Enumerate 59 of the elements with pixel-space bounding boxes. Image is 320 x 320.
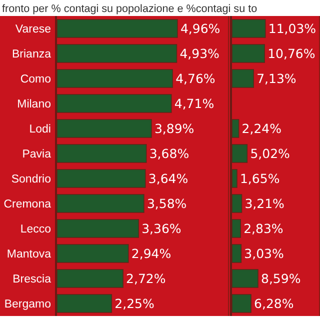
bar bbox=[57, 194, 144, 213]
data-label: 4,71% bbox=[174, 96, 214, 111]
bar bbox=[57, 69, 173, 88]
data-label: 10,76% bbox=[268, 46, 316, 61]
bar bbox=[232, 269, 258, 288]
bar bbox=[232, 119, 240, 138]
bar bbox=[232, 294, 252, 313]
y-tick-label: Mantova bbox=[6, 248, 52, 261]
data-label: 8,59% bbox=[261, 270, 301, 286]
data-label: 2,24% bbox=[242, 120, 282, 136]
bar bbox=[57, 219, 139, 238]
bar bbox=[232, 19, 266, 38]
bar bbox=[57, 169, 146, 188]
bar bbox=[232, 194, 242, 213]
bar bbox=[57, 244, 129, 263]
bar bbox=[57, 144, 147, 163]
bar bbox=[232, 44, 265, 63]
data-label: 7,13% bbox=[256, 70, 296, 86]
bar bbox=[57, 119, 152, 138]
bar bbox=[57, 44, 178, 63]
data-label: 2,72% bbox=[126, 270, 166, 286]
y-tick-label: Milano bbox=[17, 98, 51, 111]
data-label: 11,03% bbox=[268, 20, 316, 36]
chart-title: fronto per % contagi su popolazione e %contagi su to bbox=[2, 3, 258, 15]
bar bbox=[57, 94, 172, 113]
y-tick-label: Brianza bbox=[12, 48, 52, 61]
data-label: 2,25% bbox=[114, 296, 154, 311]
bar bbox=[57, 269, 124, 288]
data-label: 3,36% bbox=[142, 220, 182, 236]
y-tick-label: Lodi bbox=[29, 124, 51, 136]
y-tick-label: Varese bbox=[15, 24, 51, 36]
y-tick-label: Cremona bbox=[4, 198, 52, 211]
data-label: 1,65% bbox=[240, 170, 280, 186]
bar bbox=[232, 69, 254, 88]
data-label: 3,58% bbox=[146, 196, 187, 211]
bar bbox=[57, 294, 112, 313]
data-label: 3,68% bbox=[149, 146, 190, 161]
y-tick-label: Bergamo bbox=[4, 298, 51, 311]
bar bbox=[232, 169, 238, 188]
y-tick-label: Brescia bbox=[12, 274, 52, 286]
y-tick-label: Lecco bbox=[20, 224, 51, 236]
y-tick-label: Pavia bbox=[22, 148, 52, 161]
data-label: 2,83% bbox=[244, 220, 284, 236]
bar bbox=[232, 144, 248, 163]
y-tick-label: Como bbox=[20, 74, 51, 86]
bar bbox=[57, 19, 178, 38]
data-label: 4,96% bbox=[180, 20, 220, 36]
data-label: 3,89% bbox=[154, 120, 194, 136]
data-label: 6,28% bbox=[254, 296, 294, 311]
data-label: 5,02% bbox=[250, 146, 290, 161]
data-label: 3,21% bbox=[244, 196, 285, 211]
data-label: 4,93% bbox=[180, 46, 220, 61]
data-label: 3,03% bbox=[244, 246, 284, 261]
bar bbox=[232, 244, 242, 263]
data-label: 4,76% bbox=[176, 70, 216, 86]
data-label: 3,64% bbox=[148, 170, 188, 186]
bar bbox=[232, 219, 241, 238]
y-tick-label: Sondrio bbox=[11, 174, 51, 186]
data-label: 2,94% bbox=[131, 246, 172, 261]
